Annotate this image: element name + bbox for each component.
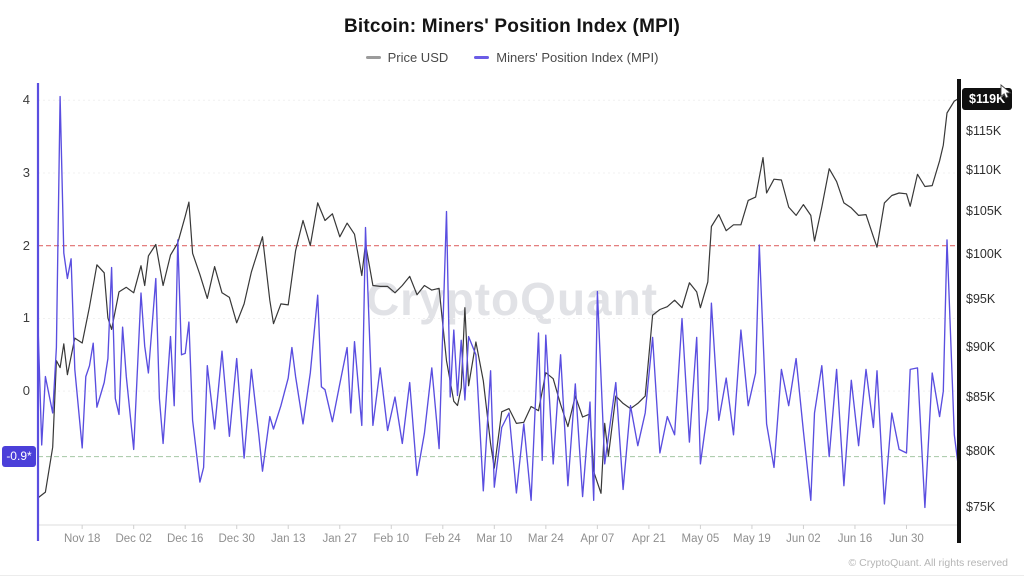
x-axis-tick-label: May 19 bbox=[733, 533, 771, 545]
right-axis-tick-label: $75K bbox=[966, 500, 996, 515]
right-axis-tick-label: $105K bbox=[966, 204, 1003, 219]
x-axis-tick-label: Mar 10 bbox=[476, 533, 513, 545]
current-price-badge: $119K bbox=[962, 87, 1013, 110]
x-axis-tick-label: Jan 13 bbox=[270, 533, 306, 545]
left-axis-tick-label: 3 bbox=[22, 165, 30, 180]
right-axis-tick-label: $100K bbox=[966, 247, 1003, 262]
x-axis-tick-label: Dec 16 bbox=[166, 533, 204, 545]
x-axis-tick-label: Jun 02 bbox=[786, 533, 821, 545]
x-axis-tick-label: Feb 10 bbox=[373, 533, 410, 545]
x-axis-tick-label: Jun 16 bbox=[837, 533, 873, 545]
x-axis-tick-label: Nov 18 bbox=[63, 533, 101, 545]
mpi-line bbox=[37, 95, 959, 509]
mpi-line-swatch-icon bbox=[474, 56, 490, 59]
right-axis-tick-label: $110K bbox=[966, 163, 1002, 178]
left-axis-tick-label: 4 bbox=[22, 92, 30, 108]
x-axis-tick-label: Apr 07 bbox=[580, 533, 615, 545]
x-axis-tick-label: Mar 24 bbox=[527, 533, 564, 545]
left-axis-tick-label: 2 bbox=[22, 237, 30, 253]
right-axis-tick-label: $115K bbox=[966, 123, 1002, 138]
legend-item-mpi[interactable]: Miners' Position Index (MPI) bbox=[474, 50, 658, 65]
price-line bbox=[37, 98, 959, 499]
left-axis-tick-label: 1 bbox=[22, 310, 30, 326]
mouse-cursor-icon bbox=[1000, 84, 1012, 99]
price-line-swatch-icon bbox=[365, 56, 381, 59]
copyright-text: © CryptoQuant. All rights reserved bbox=[848, 557, 1008, 569]
x-axis-tick-label: Feb 24 bbox=[424, 533, 461, 545]
legend-label-price: Price USD bbox=[387, 50, 449, 65]
right-axis-tick-label: $90K bbox=[966, 339, 996, 354]
x-axis-tick-label: Jun 30 bbox=[889, 533, 924, 545]
x-axis-tick-label: Apr 21 bbox=[631, 533, 666, 545]
x-axis-tick-label: Dec 02 bbox=[115, 533, 152, 545]
mpi-low-threshold-badge: -0.9* bbox=[2, 446, 36, 468]
right-axis-tick-label: $95K bbox=[966, 292, 996, 307]
right-axis-tick-label: $85K bbox=[966, 390, 996, 405]
right-axis-tick-label: $80K bbox=[966, 443, 996, 458]
x-axis-tick-label: May 05 bbox=[681, 533, 720, 545]
x-axis-tick-label: Jan 27 bbox=[322, 533, 358, 545]
legend-item-price[interactable]: Price USD bbox=[365, 50, 449, 65]
chart-title: Bitcoin: Miners' Position Index (MPI) bbox=[344, 16, 680, 37]
legend: Price USD Miners' Position Index (MPI) bbox=[0, 50, 1024, 65]
legend-label-mpi: Miners' Position Index (MPI) bbox=[496, 50, 659, 65]
x-axis-tick-label: Dec 30 bbox=[218, 533, 255, 545]
left-axis-tick-label: 0 bbox=[22, 383, 30, 399]
